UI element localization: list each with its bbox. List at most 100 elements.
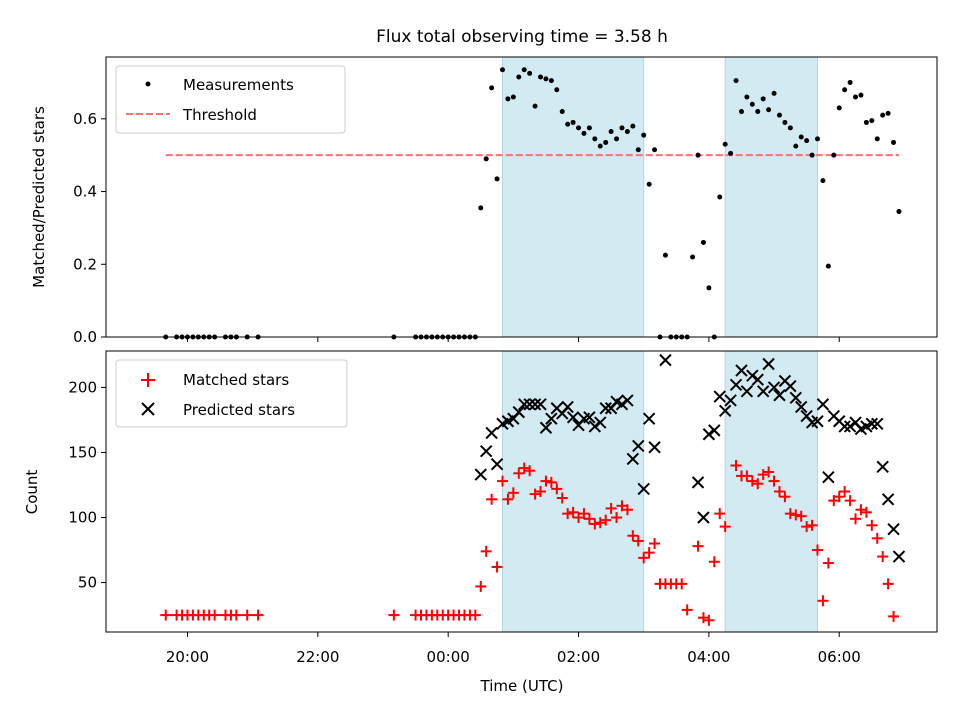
predicted-star-point: [691, 476, 705, 489]
measurement-point: [782, 119, 788, 125]
predicted-star-point: [632, 439, 645, 453]
legend-measurements-marker: [145, 81, 151, 87]
measurement-point: [597, 143, 603, 149]
predicted-star-point: [729, 378, 743, 392]
predicted-star-point: [811, 415, 824, 428]
matched-star-point: [888, 610, 900, 622]
matched-star-point: [730, 459, 742, 471]
matched-star-point: [708, 556, 720, 568]
matched-star-point: [649, 538, 661, 550]
predicted-star-point: [528, 398, 542, 411]
matched-star-point: [882, 578, 894, 590]
predicted-star-point: [474, 468, 487, 481]
measurement-point: [641, 132, 647, 138]
matched-star-point: [252, 609, 264, 621]
predicted-star-point: [718, 404, 732, 418]
measurement-point: [516, 74, 522, 80]
measurement-point: [695, 152, 701, 158]
count-plot-frame: [105, 350, 938, 633]
matched-star-point: [496, 475, 508, 487]
matched-star-point: [388, 609, 400, 621]
predicted-star-point: [702, 428, 716, 441]
matched-star-point: [779, 491, 791, 503]
measurement-point: [652, 147, 658, 153]
matched-star-point: [681, 604, 693, 616]
matched-star-point: [773, 486, 785, 497]
measurement-point: [787, 125, 793, 131]
observing-window: [724, 56, 819, 338]
matched-star-point: [871, 532, 883, 544]
matched-star-point: [160, 609, 172, 621]
measurement-point: [771, 90, 777, 96]
measurement-point: [853, 94, 859, 100]
measurement-point: [538, 74, 544, 80]
matched-star-point: [589, 518, 601, 530]
measurement-point: [478, 205, 484, 211]
predicted-star-point: [621, 394, 634, 407]
measurement-point: [630, 123, 636, 129]
x-axis-label: Time (UTC): [480, 677, 564, 695]
measurement-point: [499, 67, 505, 73]
predicted-star-point: [485, 426, 498, 440]
measurement-point: [662, 252, 668, 258]
matched-star-point: [209, 609, 221, 621]
ratio-y-tick-label: 0.6: [73, 110, 97, 128]
matched-star-point: [507, 487, 519, 499]
measurement-point: [896, 209, 902, 215]
predicted-star-point: [724, 394, 737, 407]
matched-star-point: [513, 467, 525, 479]
matched-star-point: [839, 486, 851, 497]
matched-star-point: [611, 512, 623, 524]
predicted-star-point: [865, 417, 879, 431]
matched-star-point: [822, 557, 834, 569]
matched-star-point: [583, 513, 595, 525]
matched-star-point: [638, 552, 650, 564]
matched-star-point: [697, 612, 709, 624]
predicted-star-point: [594, 416, 607, 429]
matched-star-point: [562, 508, 574, 520]
observing-window: [501, 350, 645, 633]
matched-star-point: [790, 509, 802, 521]
predicted-star-point: [871, 417, 884, 431]
matched-star-point: [812, 544, 824, 556]
predicted-star-point: [746, 369, 759, 382]
predicted-star-point: [751, 373, 764, 386]
predicted-star-point: [659, 353, 672, 367]
legend-predicted-label: Predicted stars: [183, 401, 295, 419]
ratio-y-tick-label: 0.4: [73, 183, 97, 201]
predicted-star-point: [784, 379, 797, 393]
measurement-point: [543, 76, 549, 82]
matched-star-point: [746, 475, 758, 487]
legend-matched-label: Matched stars: [183, 371, 289, 389]
matched-star-point: [578, 508, 590, 520]
measurement-point: [614, 136, 620, 142]
matched-star-point: [763, 466, 775, 478]
matched-star-point: [692, 540, 704, 552]
measurement-point: [766, 107, 772, 113]
predicted-star-point: [697, 511, 710, 524]
x-tick-label: 04:00: [687, 648, 730, 666]
measurement-point: [690, 254, 696, 260]
predicted-star-point: [740, 385, 754, 398]
count-legend-box: [115, 359, 348, 428]
measurement-point: [880, 112, 886, 118]
measurement-point: [842, 87, 848, 93]
matched-star-point: [757, 469, 769, 481]
legend-threshold-label: Threshold: [182, 106, 257, 124]
measurement-point: [532, 103, 538, 109]
measurement-point: [863, 119, 869, 125]
matched-star-point: [469, 609, 481, 621]
ratio-y-tick-label: 0.2: [73, 255, 97, 273]
matched-star-point: [860, 506, 872, 518]
matched-star-point: [833, 491, 845, 503]
matched-star-point: [850, 513, 862, 525]
measurement-point: [559, 109, 565, 115]
matched-star-point: [230, 609, 242, 621]
predicted-star-point: [773, 389, 786, 402]
matched-star-point: [535, 486, 547, 497]
count-y-tick-label: 150: [68, 443, 97, 461]
matched-star-point: [556, 492, 568, 504]
predicted-star-point: [789, 391, 802, 405]
legend-predicted-marker: [141, 402, 155, 416]
predicted-star-point: [887, 523, 900, 536]
